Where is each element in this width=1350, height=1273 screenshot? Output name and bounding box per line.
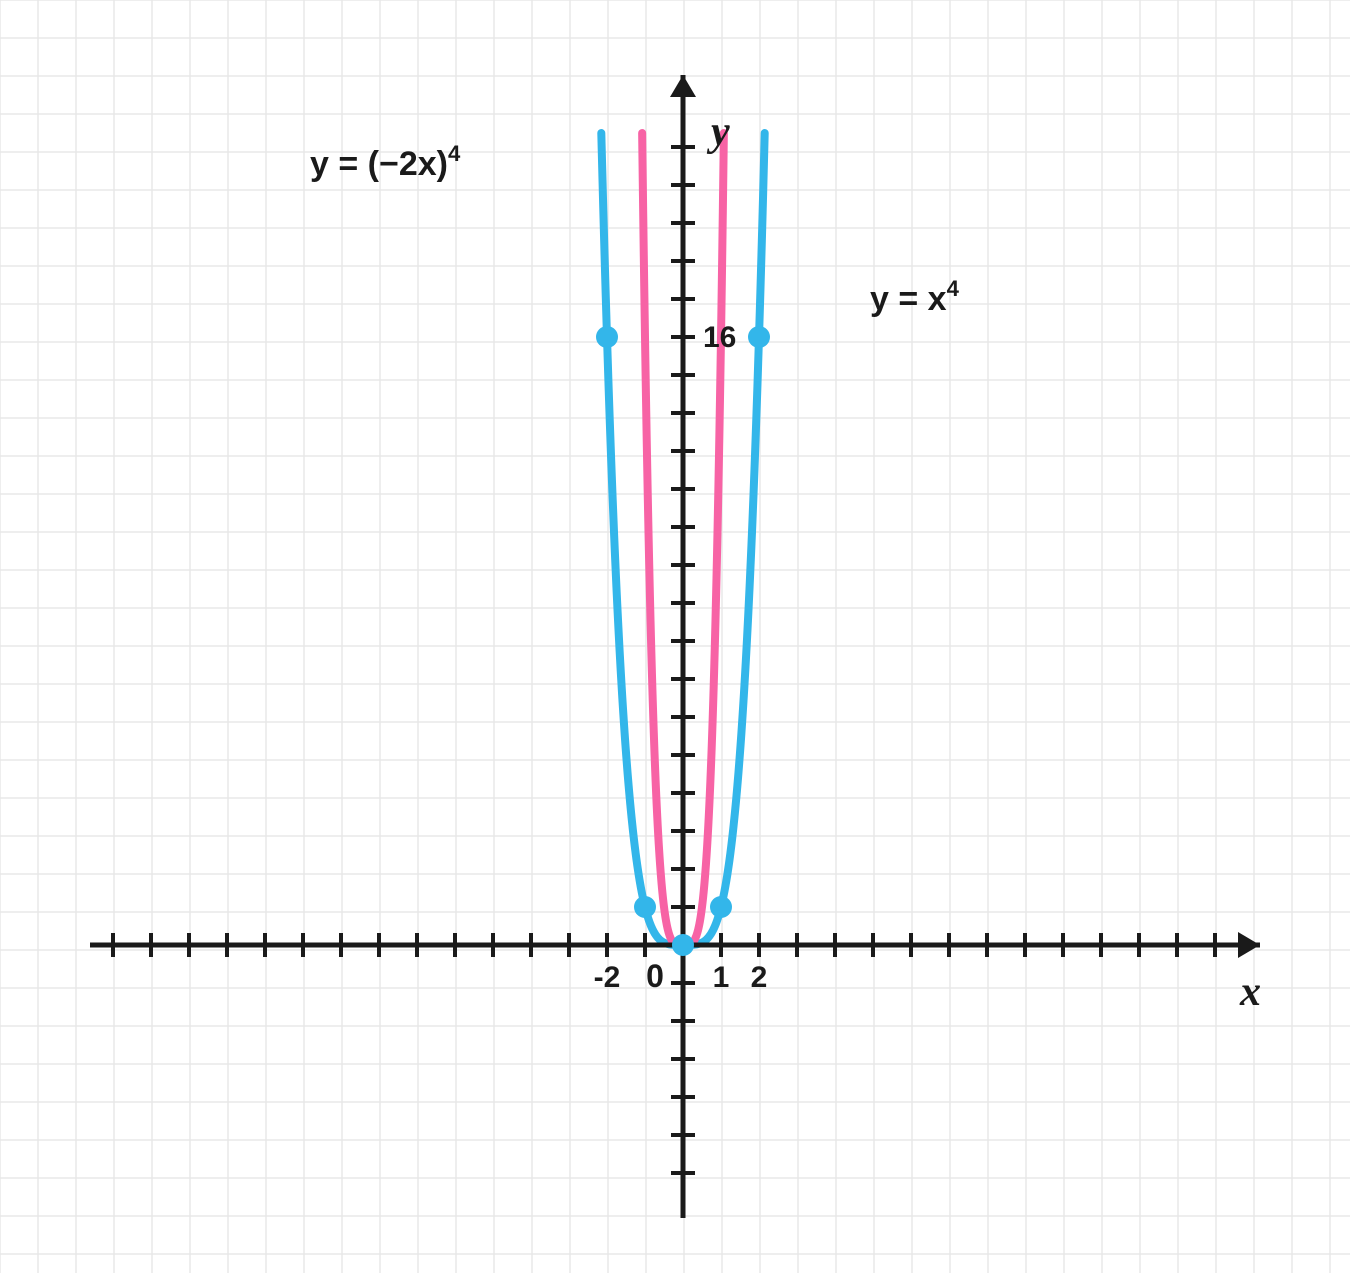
y-tick-label: 16 [703, 321, 736, 354]
x-tick-label: 2 [751, 961, 768, 994]
curve-label-neg2x4: y = (−2x)4 [310, 141, 461, 183]
x-axis-label: x [1239, 969, 1261, 1015]
y-axis-label: y [706, 109, 730, 155]
marker-point [596, 326, 618, 348]
x-tick-label: -2 [594, 961, 621, 994]
marker-point [748, 326, 770, 348]
marker-point [634, 896, 656, 918]
x-tick-label: 1 [713, 961, 730, 994]
origin-label: 0 [646, 958, 664, 994]
curve-label-x4: y = x4 [870, 276, 960, 318]
marker-point [672, 934, 694, 956]
chart-container: -2 12 0 16 x y y = x4 y = (−2x)4 [0, 0, 1350, 1273]
coordinate-plot: -2 12 0 16 x y y = x4 y = (−2x)4 [0, 0, 1350, 1273]
grid [0, 0, 1350, 1273]
marker-point [710, 896, 732, 918]
